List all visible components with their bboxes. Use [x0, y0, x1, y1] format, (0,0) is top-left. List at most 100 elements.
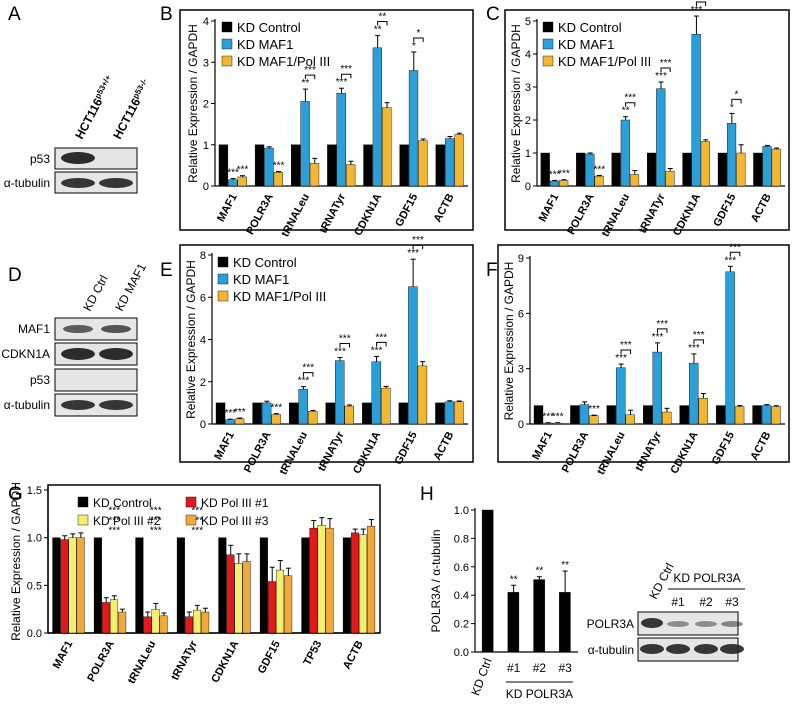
x-tick-label: ACTB: [431, 430, 456, 463]
bar: [237, 176, 247, 187]
significance: ***: [371, 345, 383, 356]
bar: [118, 611, 127, 634]
bar: [184, 616, 193, 634]
significance: ***: [660, 58, 672, 69]
significance: ***: [588, 404, 600, 415]
bar: [254, 144, 265, 187]
y-tick-label: 2: [525, 115, 531, 127]
y-tick-label: 1.0: [454, 505, 469, 517]
error-bar: [764, 404, 770, 406]
x-tick-label: tRNALeu: [595, 430, 628, 477]
y-tick-label: 1: [203, 140, 209, 152]
legend-label: KD Control: [93, 496, 152, 510]
blot-strip: [54, 368, 138, 392]
bar: [325, 402, 335, 425]
column-label: KD Ctrl: [80, 273, 111, 314]
bar: [284, 575, 293, 634]
bar: [540, 152, 550, 187]
significance: ***: [691, 5, 703, 16]
error-bar: [375, 34, 381, 48]
y-tick-label: 4: [200, 335, 206, 347]
bar: [559, 180, 569, 187]
error-bar: [447, 400, 453, 402]
group-label: KD POLR3A: [506, 687, 573, 701]
column-label-base: HCT116: [110, 96, 143, 142]
x-tick-label: GDF15: [256, 639, 283, 676]
error-bar: [319, 517, 325, 526]
legend-label: KD Pol III #2: [93, 514, 161, 528]
bar: [345, 164, 356, 187]
error-bar: [276, 171, 282, 173]
bar: [350, 532, 359, 634]
x-tick-label: ACTB: [341, 639, 366, 672]
blot-band: [666, 644, 690, 654]
significance: ***: [656, 319, 668, 330]
x-tick-label: MAF1: [215, 192, 240, 224]
error-bar: [700, 393, 706, 399]
x-tick-label: tRNATyr: [316, 429, 347, 473]
error-bar: [511, 584, 517, 593]
bar: [761, 405, 772, 425]
bar: [543, 422, 553, 425]
error-bar: [302, 88, 308, 102]
bar: [606, 405, 617, 425]
bracket: [657, 328, 668, 333]
y-axis-label: Relative Expression / GAPDH: [502, 262, 516, 421]
significance: ***: [273, 161, 285, 172]
bar: [309, 163, 320, 187]
significance: ***: [271, 403, 283, 414]
error-bar: [591, 414, 597, 416]
bar: [736, 152, 746, 187]
bar: [646, 152, 657, 187]
row-label: POLR3A: [587, 617, 634, 631]
legend-swatch: [185, 514, 197, 526]
panel-frame: [179, 244, 474, 463]
x-tick-label: POLR3A: [560, 430, 592, 475]
bar: [234, 418, 245, 425]
x-tick-label: MAF1: [537, 192, 562, 224]
bar: [267, 581, 276, 634]
significance: ***: [407, 248, 419, 259]
bar: [242, 561, 251, 634]
blot-band: [720, 644, 744, 654]
significance: **: [510, 574, 518, 585]
y-tick-label: 3: [518, 364, 524, 376]
significance: ***: [558, 169, 570, 180]
significance: **: [561, 560, 569, 571]
blot-band: [721, 621, 743, 627]
blot-band: [99, 348, 133, 360]
error-bar: [703, 139, 709, 142]
y-axis-label: Relative Expression / GAPDH: [509, 24, 523, 183]
legend-label: KD Control: [237, 20, 301, 35]
legend-label: KD MAF1: [237, 37, 293, 52]
panel-label: G: [8, 484, 23, 505]
significance: *: [730, 102, 734, 113]
row-label: α-tubulin: [4, 398, 50, 412]
panel-label: H: [420, 484, 434, 505]
bar: [276, 569, 285, 634]
significance: ***: [191, 506, 203, 517]
error-bar: [273, 413, 279, 415]
y-tick-label: 0: [518, 419, 524, 431]
bar: [481, 509, 494, 653]
bar: [193, 609, 202, 634]
significance: **: [374, 24, 382, 35]
bar: [725, 271, 735, 425]
significance: **: [622, 106, 630, 117]
x-tick-label: ACTB: [748, 430, 773, 463]
error-bar: [230, 178, 236, 180]
blot-band: [99, 400, 133, 410]
row-label: CDKN1A: [1, 347, 50, 361]
bar: [753, 152, 763, 187]
error-bar: [337, 356, 343, 361]
error-bar: [737, 405, 743, 407]
x-tick-label: #2: [533, 661, 547, 675]
bar: [335, 360, 345, 425]
bar: [362, 402, 372, 425]
x-tick-label: tRNALeu: [277, 430, 310, 477]
bracket: [620, 349, 632, 355]
legend-swatch: [542, 38, 554, 50]
y-axis-label: POLR3A / α-tubulin: [429, 530, 443, 633]
bar: [715, 405, 726, 425]
